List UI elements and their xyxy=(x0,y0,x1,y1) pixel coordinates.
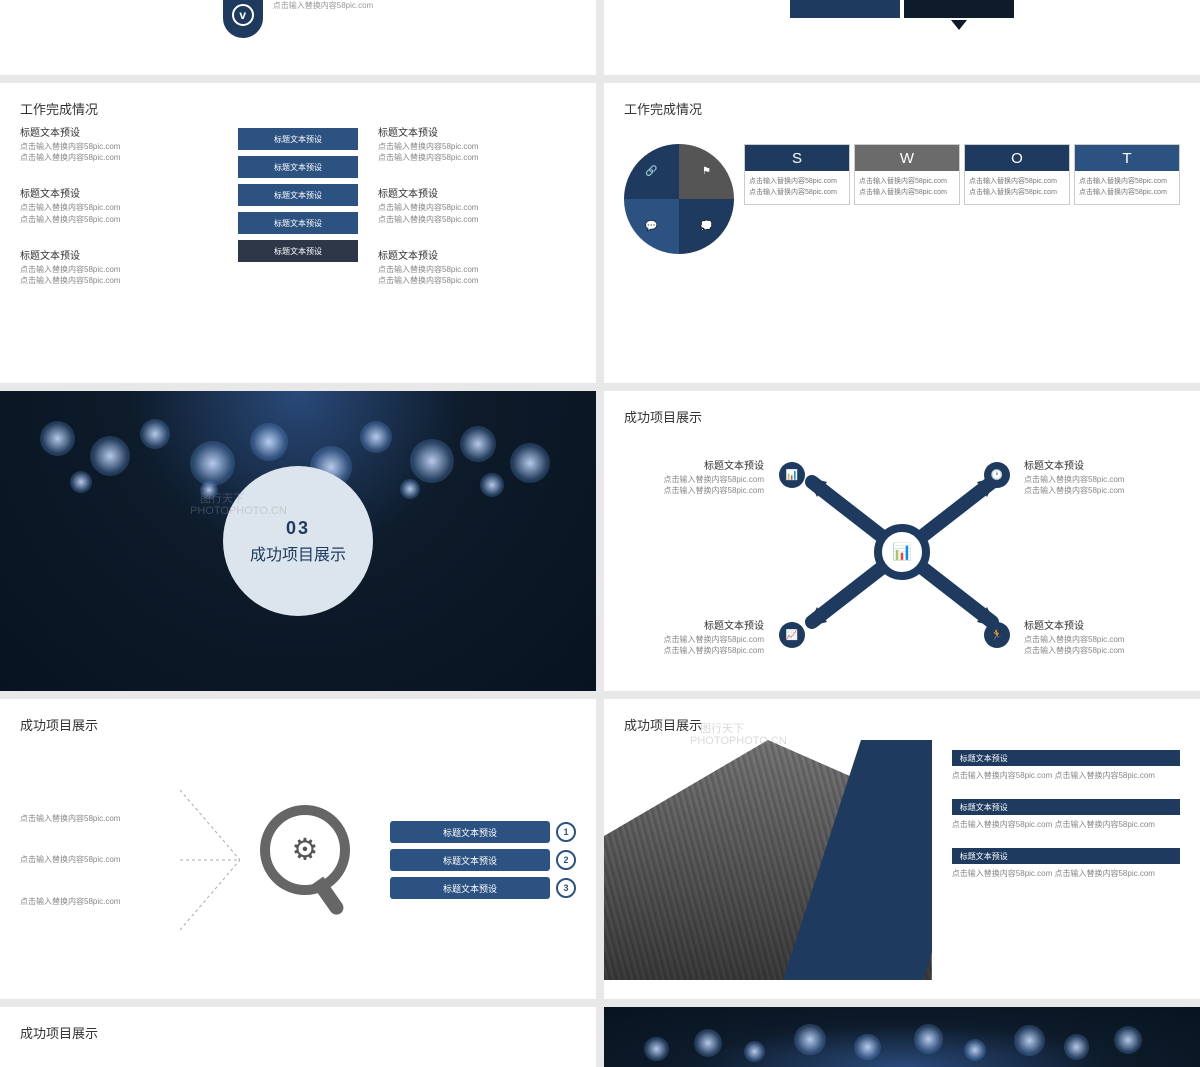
s8-items: 标题文本预设点击输入替换内容58pic.com 点击输入替换内容58pic.co… xyxy=(932,740,1200,980)
s7-left-texts: 点击输入替换内容58pic.com 点击输入替换内容58pic.com 点击输入… xyxy=(20,813,160,907)
s7-lt-2: 点击输入替换内容58pic.com xyxy=(20,854,160,865)
s7-lt-3: 点击输入替换内容58pic.com xyxy=(20,896,160,907)
swot-o: O点击输入替换内容58pic.com 点击输入替换内容58pic.com xyxy=(964,144,1070,205)
magnifier: ⚙ xyxy=(260,805,370,915)
center-circle: 📊 xyxy=(874,524,930,580)
slide-4: 工作完成情况 🔗 ⚑ 💬 💭 S点击输入替换内容58pic.com 点击输入替换… xyxy=(604,83,1200,383)
gear-icon: ⚙ xyxy=(292,833,319,868)
node-tl: 📊 xyxy=(779,462,805,488)
v-badge: v xyxy=(223,0,263,38)
s2-right xyxy=(904,0,1014,30)
swot-t: T点击输入替换内容58pic.com 点击输入替换内容58pic.com xyxy=(1074,144,1180,205)
label-tr: 标题文本预设点击输入替换内容58pic.com点击输入替换内容58pic.com xyxy=(1024,457,1164,496)
slide1-caption: 点击输入替换内容58pic.com xyxy=(273,0,373,11)
slide-8: 成功项目展示 标题文本预设点击输入替换内容58pic.com 点击输入替换内容5… xyxy=(604,699,1200,999)
pie-4quadrant: 🔗 ⚑ 💬 💭 xyxy=(624,144,734,254)
slide-10-partial xyxy=(604,1007,1200,1067)
s2-left xyxy=(790,0,900,20)
dotted-connectors xyxy=(180,770,240,950)
slide-9-partial: 成功项目展示 xyxy=(0,1007,596,1067)
pie-q4: 💭 xyxy=(679,199,734,254)
s8-item-2: 标题文本预设点击输入替换内容58pic.com 点击输入替换内容58pic.co… xyxy=(952,799,1180,830)
label-br: 标题文本预设点击输入替换内容58pic.com点击输入替换内容58pic.com xyxy=(1024,617,1164,656)
slide-7: 成功项目展示 点击输入替换内容58pic.com 点击输入替换内容58pic.c… xyxy=(0,699,596,999)
magnifier-handle xyxy=(312,877,346,918)
section-circle: 03 成功项目展示 xyxy=(223,466,373,616)
pie-q2: ⚑ xyxy=(679,144,734,199)
slide6-title: 成功项目展示 xyxy=(604,391,1200,432)
pill-1: 标题文本预设1 xyxy=(390,821,576,843)
lights-bokeh-2 xyxy=(604,1007,1200,1067)
pie-q3: 💬 xyxy=(624,199,679,254)
label-bl: 标题文本预设点击输入替换内容58pic.com点击输入替换内容58pic.com xyxy=(624,617,764,656)
s3-r2-title: 标题文本预设 xyxy=(378,185,576,200)
s8-item-3: 标题文本预设点击输入替换内容58pic.com 点击输入替换内容58pic.co… xyxy=(952,848,1180,879)
s3-l3-title: 标题文本预设 xyxy=(20,247,218,262)
slide-3: 工作完成情况 标题文本预设点击输入替换内容58pic.com点击输入替换内容58… xyxy=(0,83,596,383)
slide-grid: v 点击输入替换内容58pic.com 工作完成情况 标题文本预设点击输入替换内… xyxy=(0,0,1200,1067)
node-tr: 🕐 xyxy=(984,462,1010,488)
s6-diagram: 📊 📊 🕐 📈 🏃 标题文本预设点击输入替换内容58pic.com点击输入替换内… xyxy=(604,432,1200,672)
s3-bars: 标题文本预设 标题文本预设 标题文本预设 标题文本预设 标题文本预设 xyxy=(238,128,358,308)
node-br: 🏃 xyxy=(984,622,1010,648)
swot-s: S点击输入替换内容58pic.com 点击输入替换内容58pic.com xyxy=(744,144,850,205)
swot-cards: S点击输入替换内容58pic.com 点击输入替换内容58pic.com W点击… xyxy=(744,144,1180,205)
magnifier-ring: ⚙ xyxy=(260,805,350,895)
slide-6: 成功项目展示 📊 📊 🕐 📈 🏃 标题文本预设点击输入替换内容58pic.com… xyxy=(604,391,1200,691)
v-icon: v xyxy=(232,4,254,26)
pill-2: 标题文本预设2 xyxy=(390,849,576,871)
slide8-title: 成功项目展示 xyxy=(604,699,1200,740)
slide-5-section: 03 成功项目展示 xyxy=(0,391,596,691)
slide9-title: 成功项目展示 xyxy=(0,1007,596,1048)
s3-bar-2: 标题文本预设 xyxy=(238,156,358,178)
s3-bar-5: 标题文本预设 xyxy=(238,240,358,262)
s3-r3-title: 标题文本预设 xyxy=(378,247,576,262)
s3-r1-title: 标题文本预设 xyxy=(378,124,576,139)
label-tl: 标题文本预设点击输入替换内容58pic.com点击输入替换内容58pic.com xyxy=(624,457,764,496)
slide4-title: 工作完成情况 xyxy=(604,83,1200,124)
node-bl: 📈 xyxy=(779,622,805,648)
section-number: 03 xyxy=(286,518,310,539)
swot-w: W点击输入替换内容58pic.com 点击输入替换内容58pic.com xyxy=(854,144,960,205)
slide-2-partial xyxy=(604,0,1200,75)
s7-pills: 标题文本预设1 标题文本预设2 标题文本预设3 xyxy=(390,821,576,899)
slide-1-partial: v 点击输入替换内容58pic.com xyxy=(0,0,596,75)
slide7-title: 成功项目展示 xyxy=(0,699,596,740)
s3-bar-4: 标题文本预设 xyxy=(238,212,358,234)
s3-left-col: 标题文本预设点击输入替换内容58pic.com点击输入替换内容58pic.com… xyxy=(20,124,218,308)
pie-q1: 🔗 xyxy=(624,144,679,199)
s7-lt-1: 点击输入替换内容58pic.com xyxy=(20,813,160,824)
s3-l2-title: 标题文本预设 xyxy=(20,185,218,200)
slide3-title: 工作完成情况 xyxy=(0,83,596,124)
s3-l1-title: 标题文本预设 xyxy=(20,124,218,139)
s3-bar-1: 标题文本预设 xyxy=(238,128,358,150)
s3-bar-3: 标题文本预设 xyxy=(238,184,358,206)
pill-3: 标题文本预设3 xyxy=(390,877,576,899)
s3-l1-txt: 点击输入替换内容58pic.com xyxy=(20,141,218,152)
chart-icon: 📊 xyxy=(892,542,912,562)
s3-right-col: 标题文本预设点击输入替换内容58pic.com点击输入替换内容58pic.com… xyxy=(378,124,576,308)
s8-item-1: 标题文本预设点击输入替换内容58pic.com 点击输入替换内容58pic.co… xyxy=(952,750,1180,781)
building-image xyxy=(604,740,932,980)
section-title: 成功项目展示 xyxy=(250,541,346,565)
